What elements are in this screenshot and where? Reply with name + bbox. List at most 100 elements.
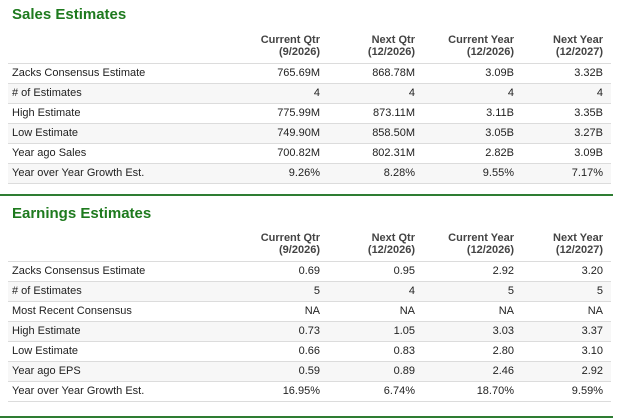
- cell-value: 9.55%: [423, 163, 522, 184]
- cell-value: 5: [233, 281, 328, 302]
- header-line2: (12/2026): [367, 46, 415, 58]
- cell-value: 3.35B: [522, 103, 611, 124]
- table-row: Most Recent Consensus NA NA NA NA: [8, 301, 611, 322]
- table-row: # of Estimates 5 4 5 5: [8, 281, 611, 302]
- table-row: Low Estimate 0.66 0.83 2.80 3.10: [8, 341, 611, 362]
- cell-value: 3.27B: [522, 123, 611, 144]
- header-current-year: Current Year (12/2026): [423, 232, 522, 262]
- header-line1: Current Qtr: [260, 232, 320, 244]
- earnings-estimates-title: Earnings Estimates: [12, 205, 152, 222]
- cell-value: 2.46: [423, 361, 522, 382]
- row-label: Low Estimate: [8, 341, 233, 362]
- table-row: Year ago Sales 700.82M 802.31M 2.82B 3.0…: [8, 143, 611, 164]
- row-label: Year over Year Growth Est.: [8, 381, 233, 402]
- header-line2: (12/2026): [466, 244, 514, 256]
- header-current-year: Current Year (12/2026): [423, 34, 522, 64]
- table-row: Zacks Consensus Estimate 765.69M 868.78M…: [8, 63, 611, 84]
- sales-estimates-table: Current Qtr (9/2026) Next Qtr (12/2026) Cu…: [8, 34, 611, 184]
- header-next-year: Next Year (12/2027): [522, 34, 611, 64]
- table-header-row: Current Qtr (9/2026) Next Qtr (12/2026) Cu…: [8, 232, 611, 262]
- cell-value: 18.70%: [423, 381, 522, 402]
- cell-value: 4: [328, 83, 423, 104]
- header-line2: (12/2027): [555, 244, 603, 256]
- cell-value: 6.74%: [328, 381, 423, 402]
- cell-value: 4: [522, 83, 611, 104]
- cell-value: 749.90M: [233, 123, 328, 144]
- header-current-qtr: Current Qtr (9/2026): [233, 34, 328, 64]
- table-row: Low Estimate 749.90M 858.50M 3.05B 3.27B: [8, 123, 611, 144]
- header-line2: (9/2026): [279, 46, 320, 58]
- cell-value: 3.20: [522, 261, 611, 282]
- cell-value: 3.05B: [423, 123, 522, 144]
- table-header-row: Current Qtr (9/2026) Next Qtr (12/2026) Cu…: [8, 34, 611, 64]
- header-line2: (12/2026): [367, 244, 415, 256]
- table-row: Year ago EPS 0.59 0.89 2.46 2.92: [8, 361, 611, 382]
- row-label: High Estimate: [8, 103, 233, 124]
- cell-value: 0.59: [233, 361, 328, 382]
- table-row: Year over Year Growth Est. 9.26% 8.28% 9…: [8, 163, 611, 184]
- cell-value: 2.92: [423, 261, 522, 282]
- cell-value: 16.95%: [233, 381, 328, 402]
- header-line1: Next Year: [553, 34, 603, 46]
- cell-value: 873.11M: [328, 103, 423, 124]
- cell-value: 3.09B: [522, 143, 611, 164]
- cell-value: 3.37: [522, 321, 611, 342]
- earnings-estimates-table: Current Qtr (9/2026) Next Qtr (12/2026) Cu…: [8, 232, 611, 402]
- cell-value: 765.69M: [233, 63, 328, 84]
- cell-value: 775.99M: [233, 103, 328, 124]
- cell-value: NA: [423, 301, 522, 322]
- cell-value: 8.28%: [328, 163, 423, 184]
- header-line1: Next Qtr: [371, 34, 415, 46]
- row-label: Year ago Sales: [8, 143, 233, 164]
- cell-value: 0.73: [233, 321, 328, 342]
- table-row: # of Estimates 4 4 4 4: [8, 83, 611, 104]
- header-line2: (9/2026): [279, 244, 320, 256]
- cell-value: 0.69: [233, 261, 328, 282]
- cell-value: 868.78M: [328, 63, 423, 84]
- cell-value: 1.05: [328, 321, 423, 342]
- cell-value: 0.66: [233, 341, 328, 362]
- table-row: High Estimate 775.99M 873.11M 3.11B 3.35…: [8, 103, 611, 124]
- sales-estimates-title: Sales Estimates: [12, 6, 127, 23]
- earnings-estimates-panel: Earnings Estimates Current Qtr (9/2026) N…: [0, 196, 613, 418]
- cell-value: 9.26%: [233, 163, 328, 184]
- header-line1: Current Qtr: [260, 34, 320, 46]
- cell-value: NA: [233, 301, 328, 322]
- cell-value: 5: [522, 281, 611, 302]
- row-label: Zacks Consensus Estimate: [8, 261, 233, 282]
- cell-value: 5: [423, 281, 522, 302]
- row-label: # of Estimates: [8, 281, 233, 302]
- sales-estimates-panel: Sales Estimates Current Qtr (9/2026) Next…: [0, 0, 613, 196]
- cell-value: 700.82M: [233, 143, 328, 164]
- row-label: Year over Year Growth Est.: [8, 163, 233, 184]
- cell-value: 3.10: [522, 341, 611, 362]
- table-row: High Estimate 0.73 1.05 3.03 3.37: [8, 321, 611, 342]
- header-line2: (12/2027): [555, 46, 603, 58]
- cell-value: 4: [233, 83, 328, 104]
- cell-value: 3.03: [423, 321, 522, 342]
- row-label: # of Estimates: [8, 83, 233, 104]
- row-label: Year ago EPS: [8, 361, 233, 382]
- cell-value: 2.80: [423, 341, 522, 362]
- header-line1: Next Year: [553, 232, 603, 244]
- row-label: Most Recent Consensus: [8, 301, 233, 322]
- row-label: Low Estimate: [8, 123, 233, 144]
- cell-value: 3.32B: [522, 63, 611, 84]
- table-row: Zacks Consensus Estimate 0.69 0.95 2.92 …: [8, 261, 611, 282]
- cell-value: NA: [522, 301, 611, 322]
- cell-value: 2.92: [522, 361, 611, 382]
- header-line1: Current Year: [448, 34, 514, 46]
- cell-value: 9.59%: [522, 381, 611, 402]
- cell-value: 7.17%: [522, 163, 611, 184]
- header-corner: [8, 232, 233, 262]
- header-line2: (12/2026): [466, 46, 514, 58]
- cell-value: 0.95: [328, 261, 423, 282]
- cell-value: 4: [423, 83, 522, 104]
- row-label: High Estimate: [8, 321, 233, 342]
- header-line1: Next Qtr: [371, 232, 415, 244]
- cell-value: 0.83: [328, 341, 423, 362]
- row-label: Zacks Consensus Estimate: [8, 63, 233, 84]
- header-line1: Current Year: [448, 232, 514, 244]
- cell-value: 858.50M: [328, 123, 423, 144]
- cell-value: 802.31M: [328, 143, 423, 164]
